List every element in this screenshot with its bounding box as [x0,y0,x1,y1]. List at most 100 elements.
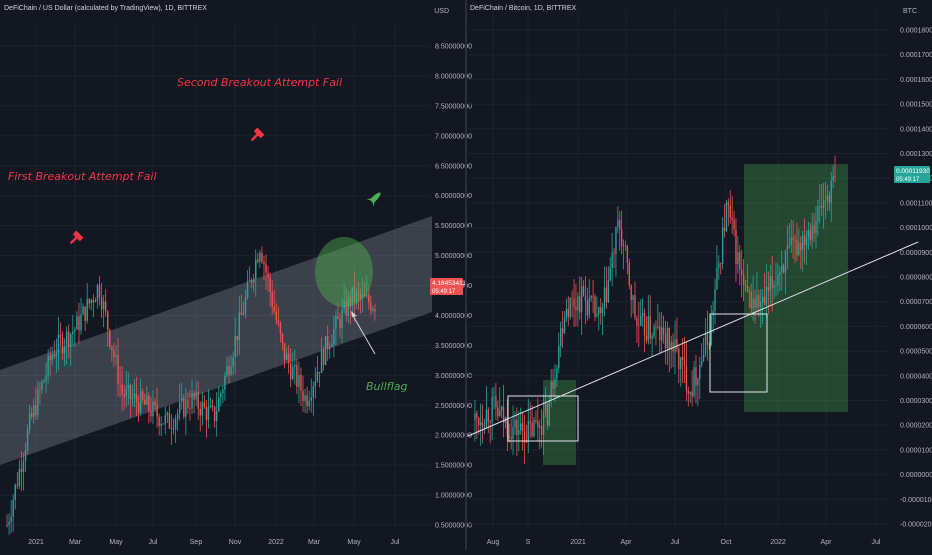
candle-up [55,353,58,357]
candle-up [601,307,604,313]
candle-up [131,397,134,400]
bullflag-arrowhead [351,311,357,317]
candle-up [372,309,374,311]
candle-down [531,422,533,437]
candle-down [281,333,284,343]
candle-down [723,227,726,232]
candle-up [712,310,714,316]
candle-up [674,339,676,352]
candle-down [374,309,376,312]
candle-down [626,245,629,263]
candle-down [537,421,539,428]
btc-chart-panel[interactable]: DeFiChain / Bitcoin, 1D, BITTREX BTC 0.0… [467,5,932,546]
candle-up [500,406,503,411]
y-tick-label: 6.00000000 [435,193,472,200]
panel-divider[interactable] [465,0,467,550]
candle-down [794,240,796,241]
x-tick-label: Apr [621,539,633,546]
candle-down [263,261,265,265]
candle-up [37,389,39,416]
candle-down [283,342,286,360]
candle-down [516,419,518,435]
candle-up [554,378,556,389]
candle-up [491,397,493,422]
candle-up [819,205,821,207]
candle-down [796,240,798,256]
candle-down [337,315,339,320]
candle-down [630,285,632,301]
candle-up [331,343,333,348]
y-tick-label: 7.50000000 [435,103,472,110]
candle-up [641,313,644,316]
usd-grid [0,26,430,530]
candle-up [355,292,358,303]
candle-down [213,406,216,422]
candle-up [224,375,226,390]
candle-up [653,326,655,337]
candle-down [353,286,356,303]
candle-down [489,421,491,423]
candle-up [80,314,82,331]
candle-down [306,395,308,407]
usd-chart-panel[interactable]: First Breakout Attempt Fail Second Break… [0,5,472,546]
candle-up [57,334,60,354]
candle-up [666,327,669,349]
candle-down [98,285,101,298]
candle-down [525,441,528,443]
candle-down [59,334,62,338]
x-tick-label: Mar [69,539,82,546]
candle-down [240,312,243,315]
breakout-zone [744,164,848,412]
second-breakout-annotation: Second Breakout Attempt Fail [177,76,342,89]
candle-down [510,437,512,440]
candle-up [41,382,43,390]
candle-down [211,405,214,407]
candle-down [296,364,298,387]
candle-down [61,337,64,353]
y-tick-label: 6.50000000 [435,163,472,170]
y-tick-label: 1.50000000 [435,463,472,470]
btc-time-scale[interactable]: Aug S 2021 Apr Jul Oct 2022 Apr Jul [487,539,881,546]
candle-up [164,415,167,424]
candle-up [26,429,29,451]
x-tick-label: Jul [391,539,400,546]
candle-up [133,393,136,398]
candle-up [615,226,617,254]
candle-up [807,230,810,238]
candle-up [33,405,35,417]
candle-down [78,316,80,331]
candle-down [300,374,302,391]
candle-up [775,284,777,286]
candle-up [603,287,606,308]
candle-down [121,384,123,395]
usd-last-price: 4.18453411 [432,280,466,287]
usd-time-scale[interactable]: 2021 Mar May Jul Sep Nov 2022 Mar May Jul [28,539,400,546]
candle-up [244,297,247,313]
candle-up [333,328,335,344]
candle-down [236,335,238,341]
candle-up [651,336,653,339]
candle-up [174,419,177,429]
candle-up [781,265,783,273]
retest-box-1 [507,395,579,442]
candle-down [771,275,773,288]
candle-up [76,316,78,330]
candle-down [662,327,665,335]
candle-down [620,228,623,246]
candle-down [628,262,630,286]
candle-down [729,205,731,218]
candle-up [520,423,522,431]
candle-up [725,202,728,232]
bullflag-arrow [351,313,376,355]
usd-last-price-badge: 4.18453411 05:49:17 [430,278,466,295]
candle-up [146,395,148,405]
candle-down [279,322,282,334]
